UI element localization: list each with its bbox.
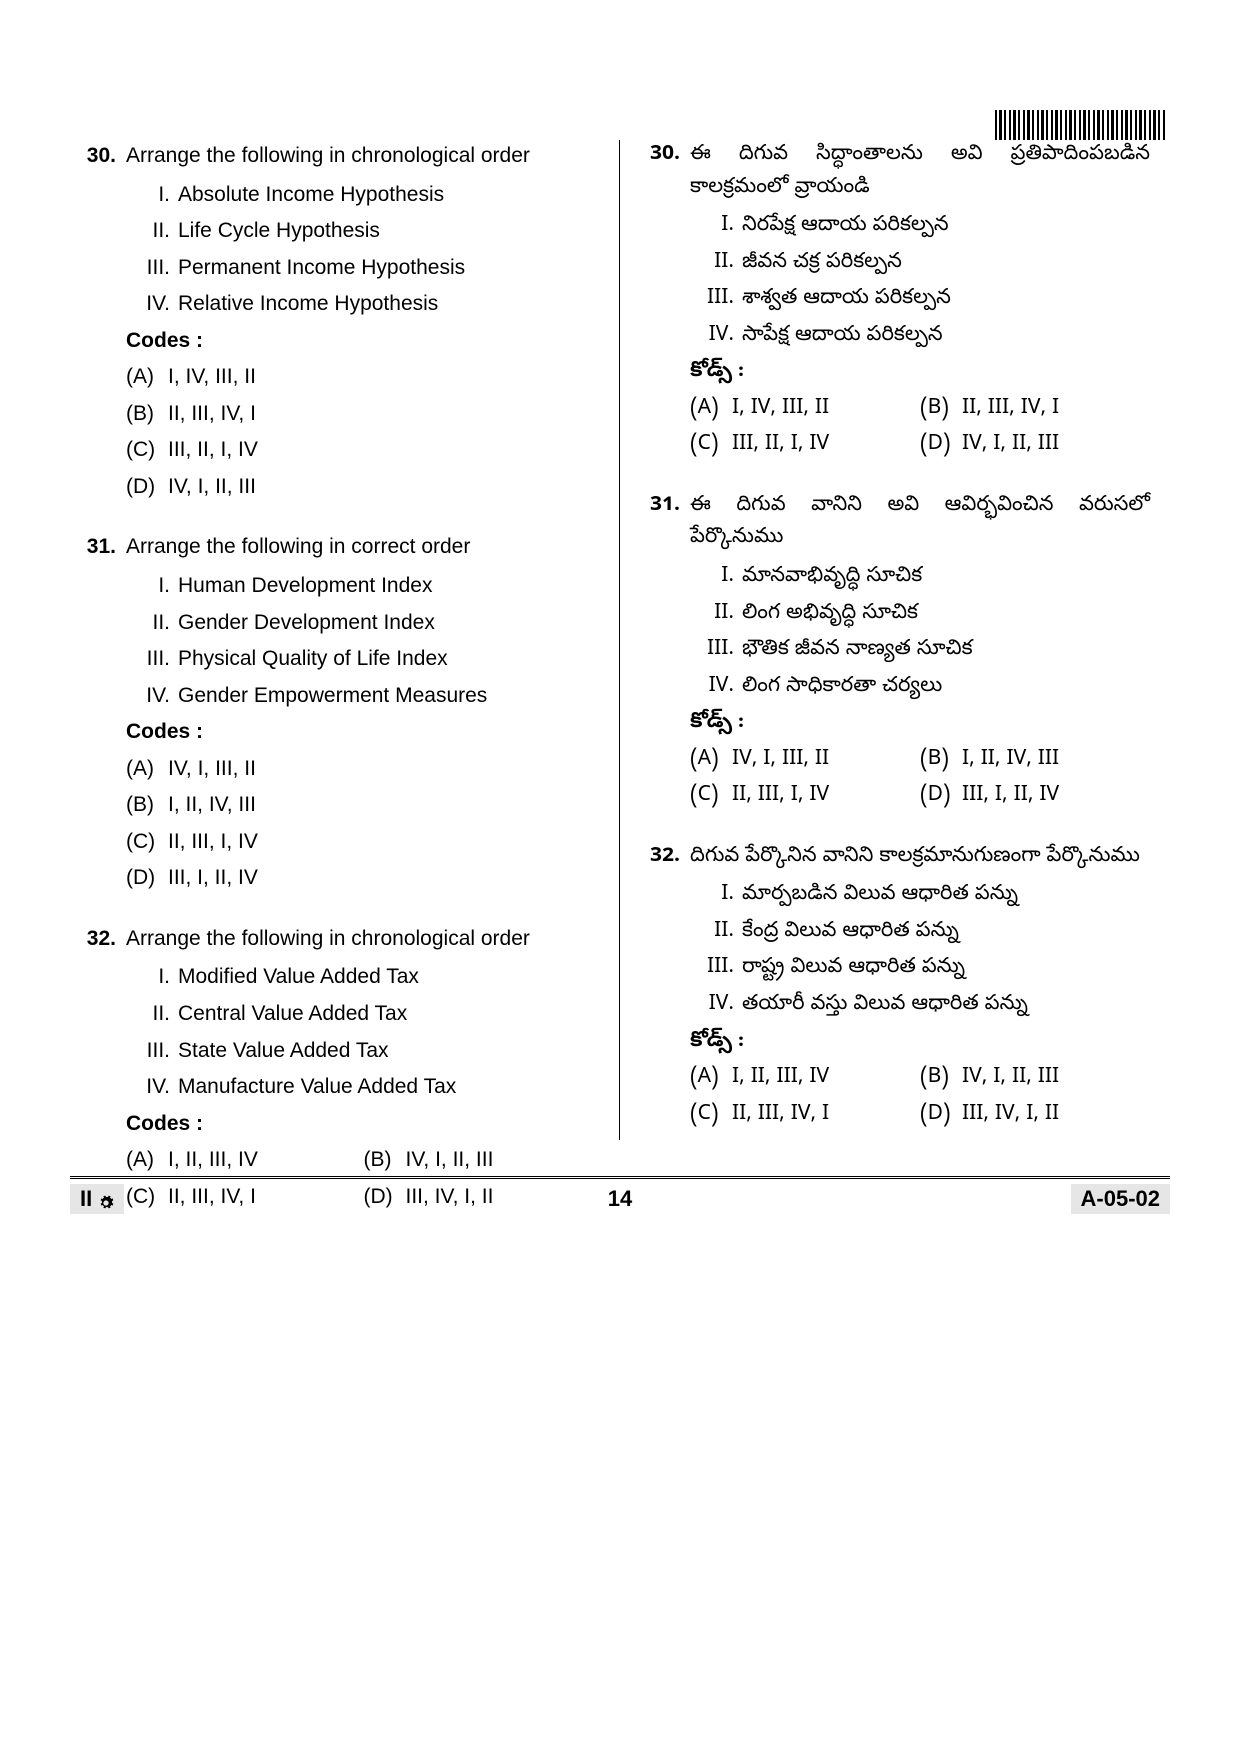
roman-item: I.Modified Value Added Tax [142, 961, 601, 994]
roman-list: I.నిరపేక్ష ఆదాయ పరికల్పన II.జీవన చక్ర పర… [690, 211, 1150, 353]
codes-label: కోడ్స్ : [690, 1027, 1150, 1060]
option-a[interactable]: (A)IV, I, III, II [690, 745, 920, 778]
question-number: 31. [78, 531, 126, 898]
roman-item: III.Permanent Income Hypothesis [142, 252, 601, 285]
question-30-te: 30. ఈ దిగువ సిద్ధాంతాలను అవి ప్రతిపాదింప… [642, 140, 1150, 467]
roman-list: I.మార్పబడిన విలువ ఆధారిత పన్ను II.కేంద్ర… [690, 880, 1150, 1022]
option-a[interactable]: (A)I, II, III, IV [690, 1063, 920, 1096]
option-b[interactable]: (B)IV, I, II, III [364, 1144, 602, 1177]
option-c[interactable]: (C)II, III, I, IV [690, 781, 920, 814]
codes-label: Codes : [126, 1108, 601, 1141]
codes-label: Codes : [126, 716, 601, 749]
option-c[interactable]: (C)II, III, I, IV [126, 826, 601, 859]
question-text: ఈ దిగువ వానిని అవి ఆవిర్భవించిన వరుసలో ప… [690, 491, 1150, 556]
question-text: Arrange the following in correct order [126, 531, 601, 564]
roman-item: IV.తయారీ వస్తు విలువ ఆధారిత పన్ను [706, 990, 1150, 1023]
option-d[interactable]: (D)III, IV, I, II [920, 1100, 1150, 1133]
roman-item: IV.Manufacture Value Added Tax [142, 1071, 601, 1104]
column-telugu: 30. ఈ దిగువ సిద్ధాంతాలను అవి ప్రతిపాదింప… [620, 140, 1170, 1140]
question-32-en: 32. Arrange the following in chronologic… [78, 923, 601, 1217]
roman-item: II.లింగ అభివృద్ధి సూచిక [706, 599, 1150, 632]
codes-label: కోడ్స్ : [690, 357, 1150, 390]
question-number: 31. [642, 491, 690, 818]
question-number: 30. [642, 140, 690, 467]
option-b[interactable]: (B)II, III, IV, I [126, 398, 601, 431]
question-30-en: 30. Arrange the following in chronologic… [78, 140, 601, 507]
question-32-te: 32. దిగువ పేర్కొనిన వానిని కాలక్రమానుగుణ… [642, 842, 1150, 1136]
roman-item: I.Human Development Index [142, 570, 601, 603]
roman-item: I.మానవాభివృద్ధి సూచిక [706, 562, 1150, 595]
question-text: ఈ దిగువ సిద్ధాంతాలను అవి ప్రతిపాదింపబడిన… [690, 140, 1150, 205]
option-list: (A)IV, I, III, II (B)I, II, IV, III (C)I… [690, 745, 1150, 818]
option-d[interactable]: (D)III, I, II, IV [920, 781, 1150, 814]
option-b[interactable]: (B)I, II, IV, III [126, 789, 601, 822]
option-list: (A)I, II, III, IV (B)IV, I, II, III (C)I… [690, 1063, 1150, 1136]
barcode [995, 110, 1165, 140]
roman-item: IV.Relative Income Hypothesis [142, 288, 601, 321]
question-31-en: 31. Arrange the following in correct ord… [78, 531, 601, 898]
roman-item: IV.సాపేక్ష ఆదాయ పరికల్పన [706, 321, 1150, 354]
roman-item: III.రాష్ట్ర విలువ ఆధారిత పన్ను [706, 953, 1150, 986]
footer-bar: II 14 A-05-02 [70, 1184, 1170, 1214]
question-text: Arrange the following in chronological o… [126, 923, 601, 956]
codes-label: Codes : [126, 325, 601, 358]
option-b[interactable]: (B)I, II, IV, III [920, 745, 1150, 778]
roman-item: III.శాశ్వత ఆదాయ పరికల్పన [706, 284, 1150, 317]
footer-rule [70, 1176, 1170, 1179]
roman-item: II.Gender Development Index [142, 607, 601, 640]
option-c[interactable]: (C)III, II, I, IV [126, 434, 601, 467]
roman-item: I.Absolute Income Hypothesis [142, 179, 601, 212]
roman-list: I.Human Development Index II.Gender Deve… [126, 570, 601, 712]
roman-list: I.Absolute Income Hypothesis II.Life Cyc… [126, 179, 601, 321]
roman-item: II.Life Cycle Hypothesis [142, 215, 601, 248]
codes-label: కోడ్స్ : [690, 708, 1150, 741]
question-columns: 30. Arrange the following in chronologic… [70, 140, 1170, 1140]
option-d[interactable]: (D)IV, I, II, III [126, 471, 601, 504]
roman-item: II.Central Value Added Tax [142, 998, 601, 1031]
question-text: దిగువ పేర్కొనిన వానిని కాలక్రమానుగుణంగా … [690, 842, 1150, 875]
roman-item: IV.లింగ సాధికారతా చర్యలు [706, 672, 1150, 705]
option-c[interactable]: (C)III, II, I, IV [690, 430, 920, 463]
roman-item: II.కేంద్ర విలువ ఆధారిత పన్ను [706, 917, 1150, 950]
option-a[interactable]: (A)I, IV, III, II [126, 361, 601, 394]
roman-item: I.మార్పబడిన విలువ ఆధారిత పన్ను [706, 880, 1150, 913]
roman-list: I.Modified Value Added Tax II.Central Va… [126, 961, 601, 1103]
roman-item: III.భౌతిక జీవన నాణ్యత సూచిక [706, 635, 1150, 668]
option-list: (A)IV, I, III, II (B)I, II, IV, III (C)I… [126, 753, 601, 895]
option-b[interactable]: (B)II, III, IV, I [920, 394, 1150, 427]
question-text: Arrange the following in chronological o… [126, 140, 601, 173]
option-list: (A)I, IV, III, II (B)II, III, IV, I (C)I… [690, 394, 1150, 467]
question-number: 32. [642, 842, 690, 1136]
roman-item: IV.Gender Empowerment Measures [142, 680, 601, 713]
option-d[interactable]: (D)III, I, II, IV [126, 862, 601, 895]
option-a[interactable]: (A)I, IV, III, II [690, 394, 920, 427]
roman-item: I.నిరపేక్ష ఆదాయ పరికల్పన [706, 211, 1150, 244]
roman-item: III.Physical Quality of Life Index [142, 643, 601, 676]
option-a[interactable]: (A)I, II, III, IV [126, 1144, 364, 1177]
column-english: 30. Arrange the following in chronologic… [70, 140, 620, 1140]
question-number: 30. [78, 140, 126, 507]
roman-item: III.State Value Added Tax [142, 1035, 601, 1068]
option-d[interactable]: (D)IV, I, II, III [920, 430, 1150, 463]
option-list: (A)I, IV, III, II (B)II, III, IV, I (C)I… [126, 361, 601, 503]
question-31-te: 31. ఈ దిగువ వానిని అవి ఆవిర్భవించిన వరుస… [642, 491, 1150, 818]
option-b[interactable]: (B)IV, I, II, III [920, 1063, 1150, 1096]
option-c[interactable]: (C)II, III, IV, I [690, 1100, 920, 1133]
roman-list: I.మానవాభివృద్ధి సూచిక II.లింగ అభివృద్ధి … [690, 562, 1150, 704]
page-number: 14 [70, 1186, 1170, 1212]
roman-item: II.జీవన చక్ర పరికల్పన [706, 248, 1150, 281]
option-a[interactable]: (A)IV, I, III, II [126, 753, 601, 786]
question-number: 32. [78, 923, 126, 1217]
